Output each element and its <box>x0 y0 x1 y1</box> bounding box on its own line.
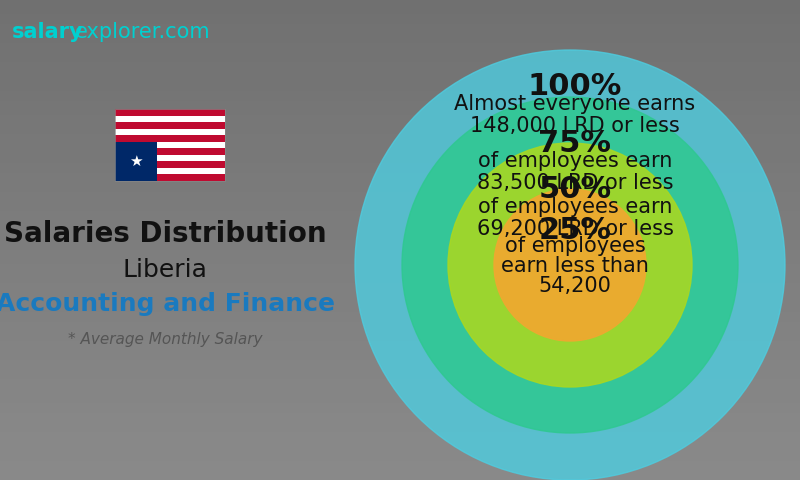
Bar <box>115 148 225 155</box>
Text: 54,200: 54,200 <box>538 276 611 296</box>
Bar <box>115 142 225 148</box>
Bar <box>115 109 225 181</box>
Bar <box>115 129 225 135</box>
Circle shape <box>402 97 738 433</box>
Text: Accounting and Finance: Accounting and Finance <box>0 292 334 316</box>
Text: salary: salary <box>12 22 84 42</box>
Circle shape <box>355 50 785 480</box>
Text: 75%: 75% <box>538 129 611 158</box>
Bar <box>115 168 225 174</box>
Text: ★: ★ <box>129 154 142 169</box>
Bar <box>115 174 225 181</box>
Text: of employees earn: of employees earn <box>478 197 672 217</box>
Bar <box>115 116 225 122</box>
Text: Almost everyone earns: Almost everyone earns <box>454 94 695 114</box>
Circle shape <box>494 189 646 341</box>
Text: 69,200 LRD or less: 69,200 LRD or less <box>477 219 674 239</box>
Text: explorer.com: explorer.com <box>75 22 210 42</box>
Text: of employees earn: of employees earn <box>478 151 672 171</box>
Circle shape <box>448 143 692 387</box>
Text: 148,000 LRD or less: 148,000 LRD or less <box>470 116 680 136</box>
Bar <box>115 122 225 129</box>
Bar <box>115 142 157 181</box>
Text: 25%: 25% <box>538 216 611 245</box>
Bar <box>115 161 225 168</box>
Bar <box>115 155 225 161</box>
Bar <box>115 135 225 142</box>
Text: 50%: 50% <box>538 175 611 204</box>
Bar <box>115 109 225 116</box>
Text: of employees: of employees <box>505 236 646 256</box>
Text: * Average Monthly Salary: * Average Monthly Salary <box>68 332 262 347</box>
Text: earn less than: earn less than <box>501 256 649 276</box>
Text: Liberia: Liberia <box>122 258 207 282</box>
Text: 83,500 LRD or less: 83,500 LRD or less <box>477 173 674 193</box>
Text: 100%: 100% <box>528 72 622 101</box>
Text: Salaries Distribution: Salaries Distribution <box>4 220 326 248</box>
